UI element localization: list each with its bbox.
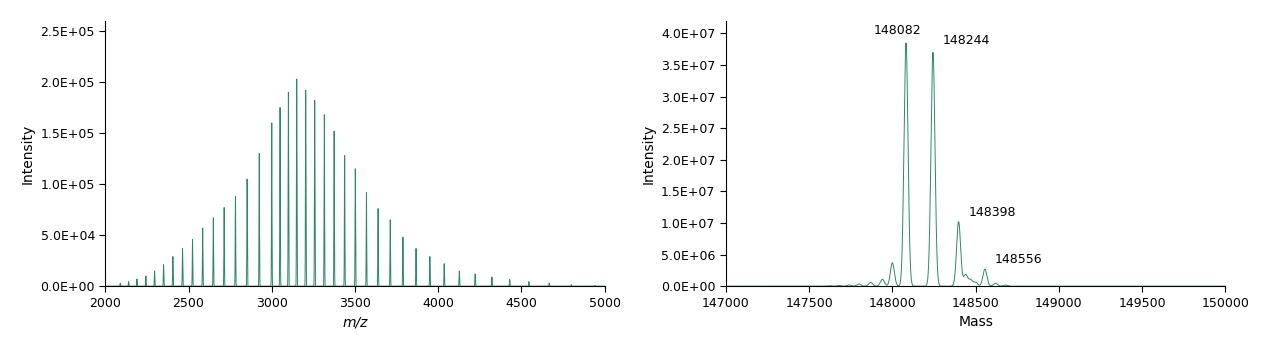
Text: 148082: 148082: [874, 24, 922, 37]
X-axis label: m/z: m/z: [343, 315, 367, 329]
Y-axis label: Intensity: Intensity: [20, 124, 34, 184]
Text: 148244: 148244: [942, 34, 991, 47]
Text: 148398: 148398: [969, 205, 1016, 219]
Y-axis label: Intensity: Intensity: [641, 124, 655, 184]
Text: 148556: 148556: [994, 253, 1043, 266]
X-axis label: Mass: Mass: [958, 315, 993, 329]
